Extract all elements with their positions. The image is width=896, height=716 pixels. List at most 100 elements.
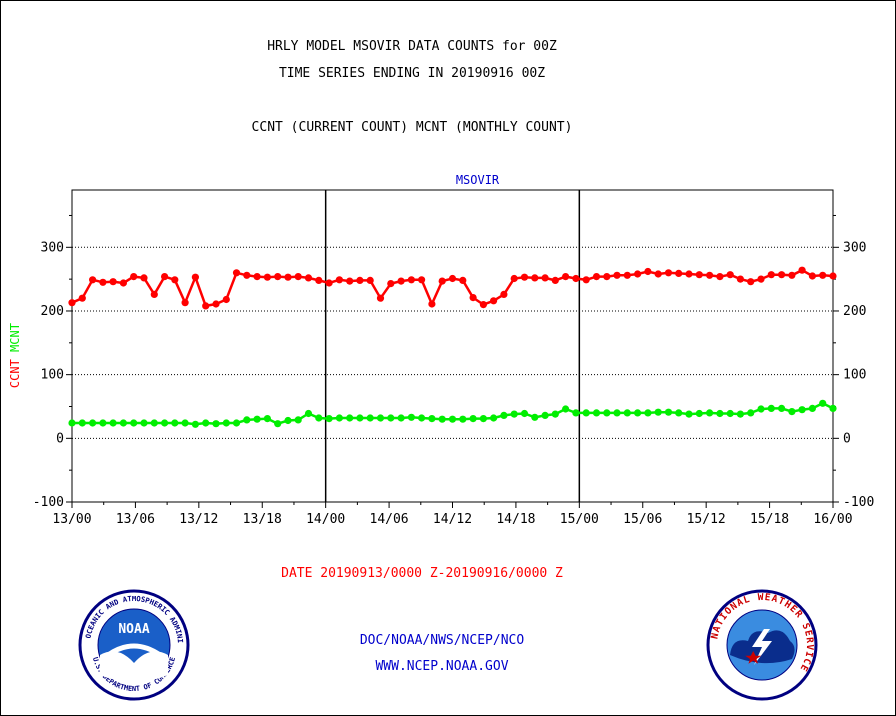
point-ccnt-70	[788, 271, 796, 279]
point-ccnt-48	[562, 273, 570, 281]
point-ccnt-25	[325, 279, 333, 287]
point-ccnt-38	[459, 276, 467, 284]
point-ccnt-50	[582, 276, 590, 284]
y-tick-label-right-0: -100	[843, 495, 874, 510]
plot-axes	[66, 189, 839, 508]
point-mcnt-67	[757, 405, 765, 413]
date-range-label: DATE 20190913/0000 Z-20190916/0000 Z	[281, 566, 563, 581]
y-tick-label-left-1: 0	[56, 431, 64, 446]
point-ccnt-54	[623, 271, 631, 279]
point-ccnt-0	[68, 299, 76, 307]
point-ccnt-63	[716, 273, 724, 281]
point-mcnt-64	[726, 409, 734, 418]
point-ccnt-21	[284, 273, 292, 281]
point-mcnt-47	[551, 410, 559, 418]
point-ccnt-53	[613, 271, 621, 279]
point-ccnt-17	[243, 271, 251, 279]
point-mcnt-28	[356, 414, 364, 422]
point-ccnt-56	[644, 267, 652, 276]
point-mcnt-55	[634, 409, 642, 417]
website-link[interactable]: WWW.NCEP.NOAA.GOV	[375, 659, 509, 674]
chart-title-line2: TIME SERIES ENDING IN 20190916 00Z	[278, 66, 546, 81]
point-ccnt-14	[212, 300, 220, 308]
point-mcnt-48	[562, 405, 570, 413]
point-ccnt-57	[654, 270, 662, 278]
x-tick-label-9: 15/06	[623, 512, 662, 527]
point-mcnt-0	[68, 419, 76, 427]
point-ccnt-18	[253, 273, 261, 281]
point-mcnt-73	[819, 399, 827, 407]
point-ccnt-67	[757, 275, 765, 283]
point-mcnt-4	[109, 419, 117, 427]
point-ccnt-19	[263, 273, 271, 281]
point-mcnt-51	[592, 409, 601, 417]
y-tick-label-left-0: -100	[33, 495, 64, 510]
point-ccnt-31	[387, 280, 395, 288]
point-ccnt-66	[747, 278, 755, 286]
point-mcnt-69	[778, 404, 786, 412]
point-mcnt-9	[161, 419, 169, 427]
point-ccnt-42	[500, 290, 508, 298]
point-mcnt-23	[304, 409, 313, 418]
point-mcnt-14	[212, 420, 220, 428]
point-ccnt-27	[346, 277, 354, 285]
y-axis-label: CCNT MCNT	[8, 323, 22, 388]
point-mcnt-35	[428, 415, 436, 423]
point-mcnt-22	[294, 416, 302, 424]
plot-series	[68, 266, 837, 428]
y-tick-label-left-4: 300	[41, 240, 64, 255]
point-ccnt-39	[469, 294, 477, 302]
point-mcnt-12	[191, 420, 199, 428]
point-mcnt-2	[89, 419, 97, 427]
point-ccnt-59	[675, 269, 683, 277]
point-mcnt-40	[479, 415, 487, 423]
point-ccnt-22	[294, 273, 302, 281]
point-mcnt-54	[623, 409, 631, 417]
point-ccnt-10	[171, 276, 179, 284]
point-mcnt-21	[284, 416, 292, 425]
point-ccnt-74	[829, 272, 837, 280]
point-mcnt-15	[222, 419, 230, 427]
point-mcnt-8	[150, 419, 158, 427]
x-tick-label-11: 15/18	[750, 512, 789, 527]
point-ccnt-16	[232, 269, 241, 277]
point-mcnt-37	[448, 415, 457, 423]
point-ccnt-7	[140, 274, 148, 282]
point-ccnt-1	[78, 294, 86, 302]
point-ccnt-47	[551, 276, 559, 284]
point-ccnt-30	[376, 294, 385, 302]
plot-grid	[72, 190, 833, 502]
point-mcnt-42	[500, 411, 508, 419]
point-mcnt-49	[572, 409, 580, 417]
x-tick-label-2: 13/12	[179, 512, 218, 527]
noaa-logo-text: NOAA	[118, 622, 149, 637]
point-mcnt-65	[736, 410, 745, 418]
point-ccnt-11	[181, 299, 189, 307]
point-ccnt-32	[397, 277, 405, 285]
point-ccnt-29	[366, 276, 374, 284]
point-mcnt-45	[531, 413, 539, 421]
point-mcnt-41	[490, 414, 498, 422]
point-ccnt-34	[418, 276, 426, 284]
point-mcnt-1	[78, 419, 86, 427]
point-ccnt-6	[130, 273, 138, 281]
point-mcnt-61	[695, 409, 703, 418]
point-ccnt-13	[202, 302, 210, 310]
point-mcnt-56	[644, 409, 652, 417]
point-ccnt-69	[778, 271, 786, 279]
point-ccnt-71	[798, 266, 806, 274]
chart-title-line1: HRLY MODEL MSOVIR DATA COUNTS for 00Z	[267, 39, 557, 54]
point-ccnt-15	[222, 295, 230, 304]
point-ccnt-4	[109, 278, 117, 286]
x-tick-label-1: 13/06	[116, 512, 155, 527]
point-ccnt-35	[428, 300, 436, 308]
x-tick-label-10: 15/12	[687, 512, 726, 527]
x-tick-label-12: 16/00	[813, 512, 852, 527]
point-mcnt-31	[387, 414, 395, 422]
x-tick-label-0: 13/00	[52, 512, 91, 527]
point-mcnt-19	[263, 415, 271, 423]
x-tick-label-7: 14/18	[496, 512, 535, 527]
point-mcnt-25	[325, 415, 333, 423]
point-mcnt-44	[520, 409, 529, 418]
